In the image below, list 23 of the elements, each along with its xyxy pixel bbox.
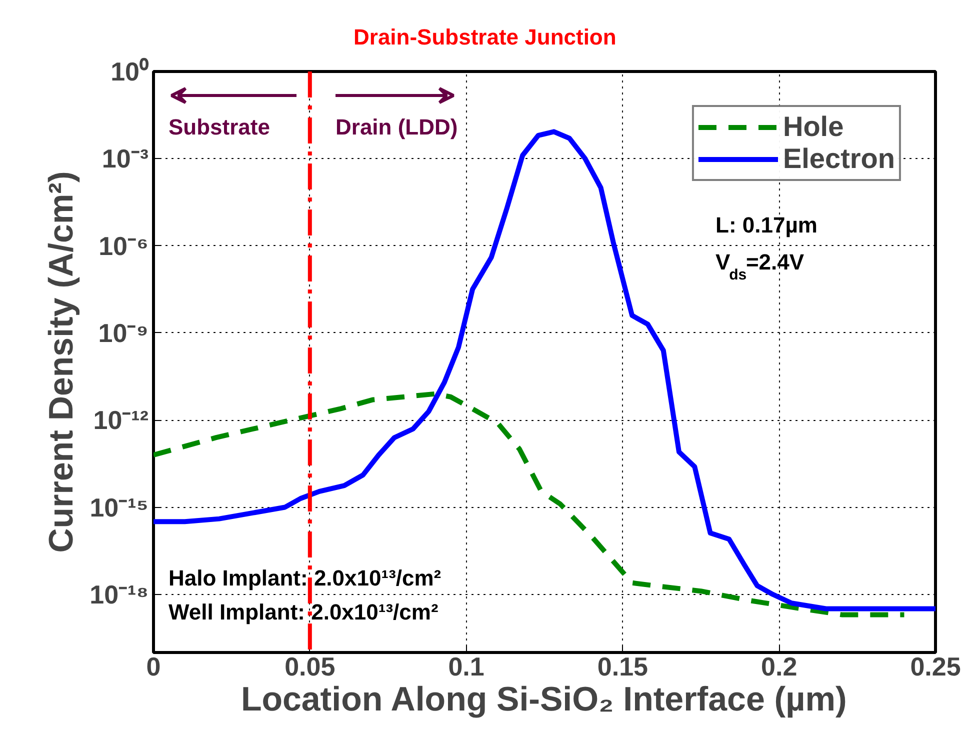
legend-label: Electron [782,143,895,175]
y-tick-label: 10⁻¹⁵ [90,492,149,522]
legend-label: Hole [782,111,844,143]
y-axis-title: Current Density (A/cm²) [42,171,81,553]
x-tick-label: 0 [146,652,161,682]
x-tick-label: 0.15 [597,652,648,682]
x-tick-label: 0.25 [910,652,961,682]
x-axis-title: Location Along Si-SiO₂ Interface (µm) [240,680,847,718]
y-tick-label: 10⁻⁹ [98,318,149,348]
annotation: Drain (LDD) [336,114,458,140]
annotation: Well Implant: 2.0x10¹³/cm² [168,600,438,624]
y-tick-label: 10⁰ [110,56,150,86]
x-tick-label: 0.2 [761,652,798,682]
y-tick-label: 10⁻⁶ [98,230,149,261]
annotation: Halo Implant: 2.0x10¹³/cm² [168,566,442,590]
annotation: L: 0.17µm [716,212,818,238]
y-tick-label: 10⁻¹² [93,405,149,436]
y-tick-label: 10⁻¹⁸ [90,579,149,610]
x-tick-label: 0.05 [284,652,336,682]
y-tick-label: 10⁻³ [102,144,149,174]
annotation: Substrate [168,114,270,140]
ref-line-label: Drain-Substrate Junction [354,24,616,50]
x-tick-label: 0.1 [448,652,484,682]
